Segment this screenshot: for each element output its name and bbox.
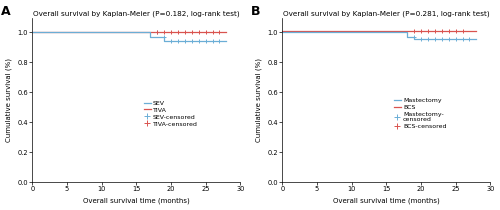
Point <box>417 37 425 41</box>
Point <box>160 30 168 34</box>
Point <box>174 30 182 34</box>
Text: B: B <box>251 5 260 18</box>
Point <box>431 29 439 32</box>
Point <box>167 39 175 43</box>
Point <box>458 29 466 32</box>
Point <box>153 30 161 34</box>
Point <box>216 39 224 43</box>
X-axis label: Overall survival time (months): Overall survival time (months) <box>333 198 440 205</box>
Point <box>452 37 460 41</box>
Title: Overall survival by Kaplan-Meier (P=0.182, log-rank test): Overall survival by Kaplan-Meier (P=0.18… <box>33 11 240 17</box>
Point <box>202 30 209 34</box>
Point <box>438 37 446 41</box>
Point <box>174 39 182 43</box>
Point <box>452 29 460 32</box>
Point <box>188 39 196 43</box>
Point <box>216 30 224 34</box>
Point <box>410 35 418 38</box>
Point <box>410 29 418 32</box>
Point <box>424 37 432 41</box>
Title: Overall survival by Kaplan-Meier (P=0.281, log-rank test): Overall survival by Kaplan-Meier (P=0.28… <box>283 11 490 17</box>
Y-axis label: Cumulative survival (%): Cumulative survival (%) <box>256 58 262 142</box>
Point <box>202 39 209 43</box>
Point <box>444 29 452 32</box>
Point <box>167 30 175 34</box>
Point <box>160 35 168 38</box>
X-axis label: Overall survival time (months): Overall survival time (months) <box>83 198 190 205</box>
Point <box>194 39 202 43</box>
Legend: Mastectomy, BCS, Mastectomy-
censored, BCS-censored: Mastectomy, BCS, Mastectomy- censored, B… <box>394 98 446 129</box>
Point <box>444 37 452 41</box>
Point <box>438 29 446 32</box>
Point <box>424 29 432 32</box>
Legend: SEV, TIVA, SEV-censored, TIVA-censored: SEV, TIVA, SEV-censored, TIVA-censored <box>144 100 198 127</box>
Point <box>208 39 216 43</box>
Point <box>188 30 196 34</box>
Point <box>431 37 439 41</box>
Point <box>194 30 202 34</box>
Point <box>458 37 466 41</box>
Point <box>181 39 189 43</box>
Y-axis label: Cumulative survival (%): Cumulative survival (%) <box>6 58 12 142</box>
Point <box>181 30 189 34</box>
Point <box>466 37 473 41</box>
Point <box>153 30 161 34</box>
Point <box>417 29 425 32</box>
Text: A: A <box>1 5 11 18</box>
Point <box>208 30 216 34</box>
